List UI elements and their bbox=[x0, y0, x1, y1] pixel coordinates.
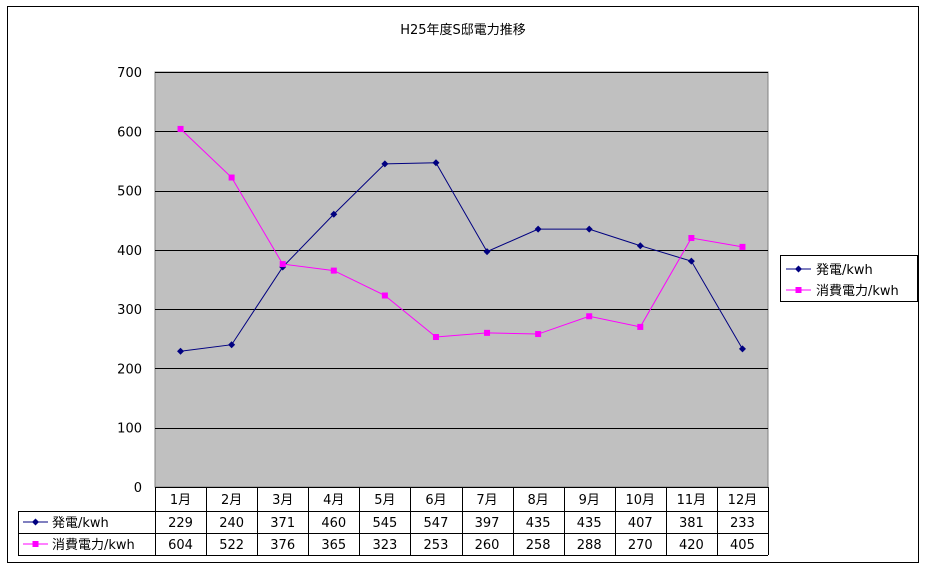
data-point bbox=[279, 261, 286, 268]
series-line bbox=[180, 128, 743, 338]
y-axis: 0 100 200 300 400 500 600 700 bbox=[117, 66, 142, 496]
series-2 bbox=[177, 125, 746, 341]
y-tick-label: 500 bbox=[117, 185, 142, 200]
data-label: 604 bbox=[168, 538, 193, 553]
data-point bbox=[535, 331, 542, 338]
table-legend-marker bbox=[32, 518, 39, 526]
x-tick-label: 12月 bbox=[728, 493, 758, 508]
data-point bbox=[330, 267, 337, 274]
x-tick-label: 3月 bbox=[272, 493, 293, 508]
x-tick-label: 11月 bbox=[677, 493, 707, 508]
data-point bbox=[432, 159, 440, 167]
data-label: 270 bbox=[628, 538, 653, 553]
data-label: 547 bbox=[424, 516, 449, 531]
chart-title: H25年度S邸電力推移 bbox=[400, 22, 526, 38]
legend-box bbox=[780, 255, 918, 302]
series-1 bbox=[177, 159, 746, 355]
data-label: 260 bbox=[475, 538, 500, 553]
gridlines bbox=[155, 72, 768, 429]
data-label: 522 bbox=[219, 538, 244, 553]
data-point bbox=[381, 292, 388, 299]
data-point bbox=[177, 125, 184, 132]
x-tick-label: 5月 bbox=[374, 493, 395, 508]
data-label: 365 bbox=[321, 538, 346, 553]
table-series-name: 発電/kwh bbox=[52, 516, 109, 531]
x-tick-label: 10月 bbox=[626, 493, 656, 508]
x-tick-label: 1月 bbox=[170, 493, 191, 508]
data-label: 435 bbox=[526, 516, 551, 531]
legend: 発電/kwh 消費電力/kwh bbox=[780, 255, 918, 302]
data-label: 233 bbox=[730, 516, 755, 531]
data-point bbox=[432, 334, 439, 341]
legend-marker bbox=[795, 287, 802, 293]
data-point bbox=[534, 225, 542, 233]
y-tick-label: 300 bbox=[117, 303, 142, 318]
data-point bbox=[688, 235, 695, 241]
data-point bbox=[330, 210, 338, 218]
data-label: 376 bbox=[270, 538, 295, 553]
y-tick-label: 0 bbox=[134, 481, 142, 496]
data-point bbox=[739, 243, 746, 250]
data-label: 258 bbox=[526, 538, 551, 553]
data-label: 240 bbox=[219, 516, 244, 531]
y-tick-label: 700 bbox=[117, 66, 142, 81]
x-tick-label: 9月 bbox=[579, 493, 600, 508]
data-label: 371 bbox=[270, 516, 295, 531]
data-label: 460 bbox=[321, 516, 346, 531]
data-point bbox=[484, 329, 491, 336]
y-tick-label: 200 bbox=[117, 362, 142, 377]
data-point bbox=[483, 248, 491, 256]
data-point bbox=[228, 341, 236, 349]
series-lines bbox=[177, 125, 746, 355]
data-point bbox=[687, 257, 695, 265]
data-label: 407 bbox=[628, 516, 653, 531]
x-tick-label: 7月 bbox=[476, 493, 497, 508]
data-label: 229 bbox=[168, 516, 193, 531]
x-tick-label: 6月 bbox=[425, 493, 446, 508]
data-label: 253 bbox=[424, 538, 449, 553]
data-label: 397 bbox=[475, 516, 500, 531]
data-label: 435 bbox=[577, 516, 602, 531]
data-point bbox=[637, 323, 644, 330]
data-point bbox=[177, 347, 185, 355]
data-label: 405 bbox=[730, 538, 755, 553]
data-point bbox=[585, 225, 593, 233]
data-point bbox=[738, 345, 746, 353]
legend-label: 消費電力/kwh bbox=[816, 284, 899, 299]
x-tick-label: 2月 bbox=[221, 493, 242, 508]
data-point bbox=[586, 313, 593, 320]
data-point bbox=[381, 160, 389, 168]
legend-marker bbox=[795, 265, 802, 273]
x-tick-label: 4月 bbox=[323, 493, 344, 508]
y-tick-label: 400 bbox=[117, 244, 142, 259]
y-tick-label: 600 bbox=[117, 125, 142, 140]
data-label: 288 bbox=[577, 538, 602, 553]
data-label: 420 bbox=[679, 538, 704, 553]
data-point bbox=[636, 242, 644, 250]
table-legend-marker bbox=[32, 541, 39, 547]
data-point bbox=[228, 174, 235, 181]
table-series-name: 消費電力/kwh bbox=[52, 538, 135, 553]
x-tick-label: 8月 bbox=[527, 493, 548, 508]
data-label: 545 bbox=[372, 516, 397, 531]
legend-label: 発電/kwh bbox=[816, 263, 873, 278]
series-line bbox=[180, 162, 743, 352]
y-tick-label: 100 bbox=[117, 422, 142, 437]
plot-area bbox=[154, 71, 769, 488]
data-label: 323 bbox=[372, 538, 397, 553]
data-label: 381 bbox=[679, 516, 704, 531]
